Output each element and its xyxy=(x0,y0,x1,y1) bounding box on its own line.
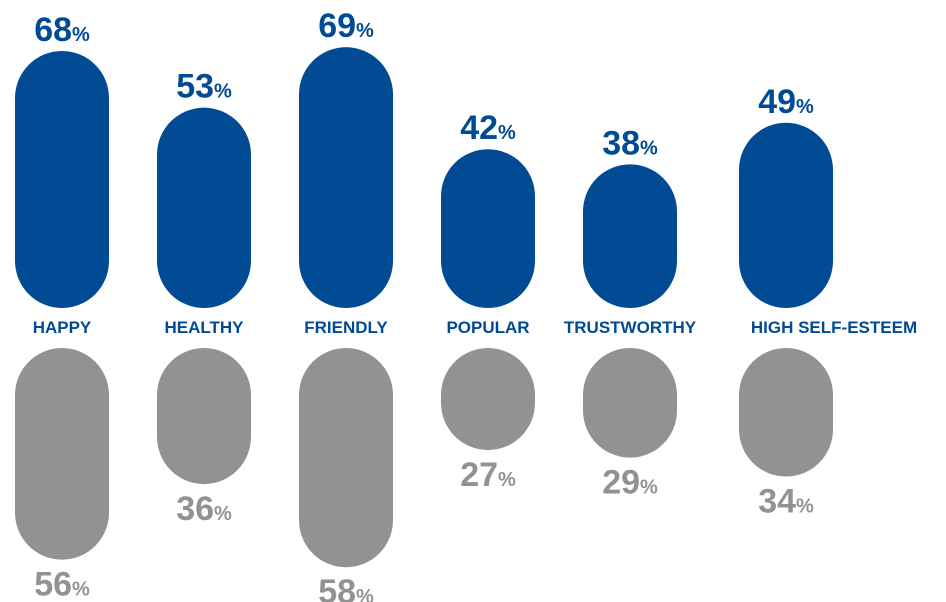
bar-top-happy xyxy=(15,50,109,309)
value-label-bottom-trustworthy: 29% xyxy=(602,464,658,502)
bar-top-high-self-esteem xyxy=(739,122,833,308)
value-label-top-popular: 42% xyxy=(460,109,516,147)
bar-bottom-trustworthy xyxy=(583,348,677,458)
bar-bottom-high-self-esteem xyxy=(739,348,833,477)
value-label-top-high-self-esteem: 49% xyxy=(758,83,814,121)
category-label-popular: POPULAR xyxy=(446,318,529,337)
value-label-bottom-happy: 56% xyxy=(34,566,90,602)
value-label-bottom-popular: 27% xyxy=(460,456,516,494)
value-label-bottom-high-self-esteem: 34% xyxy=(758,483,814,521)
value-label-bottom-friendly: 58% xyxy=(318,573,374,602)
value-label-top-friendly: 69% xyxy=(318,7,374,45)
category-label-healthy: HEALTHY xyxy=(164,318,244,337)
category-label-high-self-esteem: HIGH SELF-ESTEEM xyxy=(751,318,917,337)
category-label-friendly: FRIENDLY xyxy=(304,318,388,337)
bar-bottom-popular xyxy=(441,348,535,451)
category-label-trustworthy: TRUSTWORTHY xyxy=(564,318,697,337)
bar-bottom-healthy xyxy=(157,348,251,485)
value-label-top-trustworthy: 38% xyxy=(602,124,658,162)
bar-top-friendly xyxy=(299,47,393,309)
category-label-happy: HAPPY xyxy=(33,318,92,337)
value-label-top-healthy: 53% xyxy=(176,68,232,106)
bar-top-trustworthy xyxy=(583,164,677,308)
value-label-top-happy: 68% xyxy=(34,11,90,49)
bar-top-popular xyxy=(441,149,535,308)
bar-bottom-friendly xyxy=(299,348,393,568)
bar-bottom-happy xyxy=(15,348,109,560)
value-label-bottom-healthy: 36% xyxy=(176,490,232,528)
bar-top-healthy xyxy=(157,107,251,308)
